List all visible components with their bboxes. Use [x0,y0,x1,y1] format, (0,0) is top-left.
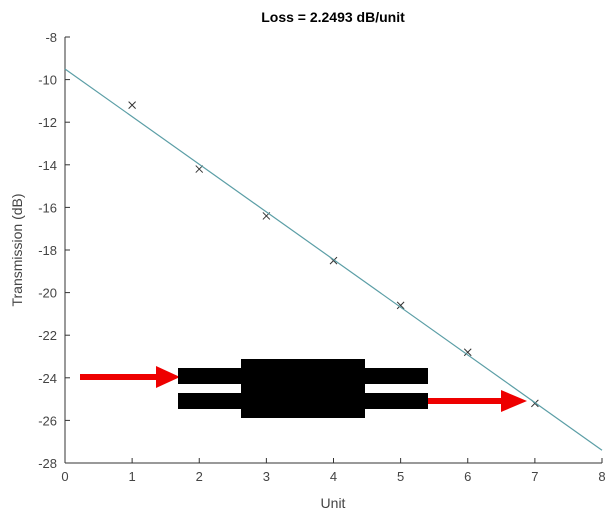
y-tick-label: -18 [38,243,57,258]
arrow-head [501,390,527,412]
y-tick-label: -20 [38,286,57,301]
fit-line [64,68,603,451]
chart-title: Loss = 2.2493 dB/unit [261,9,405,25]
y-tick-label: -28 [38,456,57,471]
x-tick-label: 8 [598,469,605,484]
x-tick-label: 7 [531,469,538,484]
y-tick-label: -10 [38,73,57,88]
y-tick-label: -24 [38,371,57,386]
overlay-drawing [80,359,527,418]
y-tick-label: -22 [38,328,57,343]
x-tick-label: 5 [397,469,404,484]
point-marker [195,165,204,173]
x-tick-label: 0 [61,469,68,484]
x-tick-label: 1 [129,469,136,484]
x-tick-label: 4 [330,469,337,484]
y-tick-label: -12 [38,115,57,130]
x-axis-label: Unit [321,495,346,511]
x-tick-label: 2 [196,469,203,484]
x-tick-label: 6 [464,469,471,484]
coupler-block [241,359,365,418]
y-tick-label: -8 [45,30,57,45]
point-marker [396,301,405,310]
y-tick-label: -16 [38,200,57,215]
y-axis-label: Transmission (dB) [9,193,25,306]
y-tick-label: -26 [38,413,57,428]
x-tick-label: 3 [263,469,270,484]
arrow-head [156,366,180,388]
point-marker [128,101,136,110]
point-marker [463,348,472,357]
y-tick-label: -14 [38,158,57,173]
